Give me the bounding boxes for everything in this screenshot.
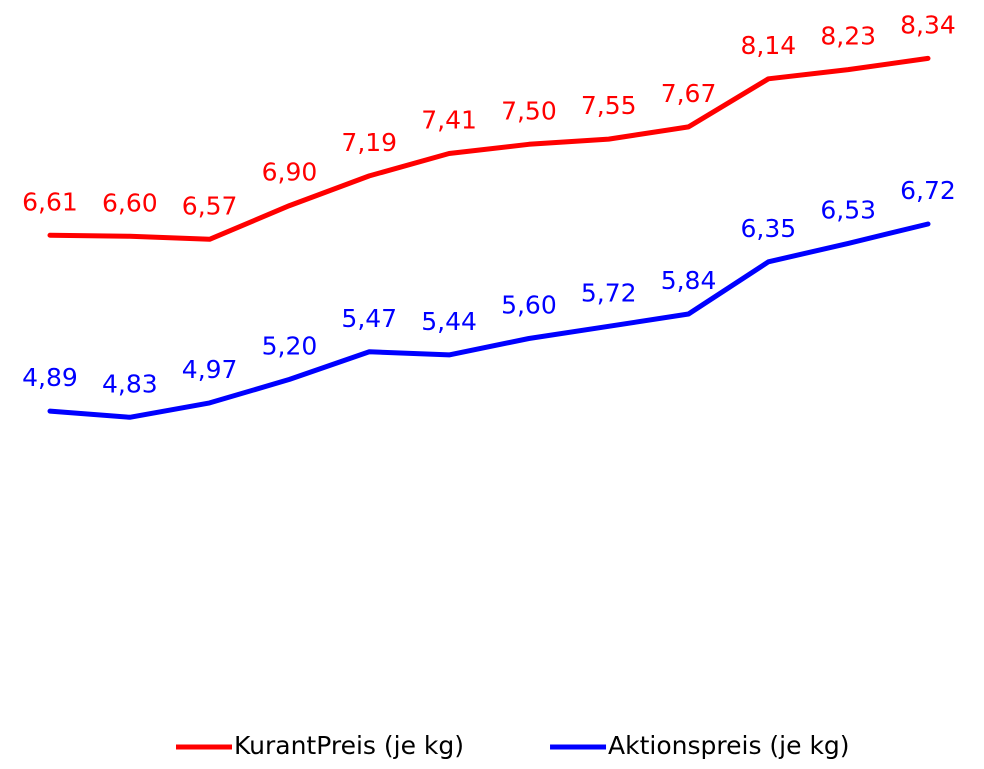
data-label: 6,61: [22, 187, 78, 216]
data-label: 6,72: [900, 176, 956, 205]
legend-label: Aktionspreis (je kg): [608, 731, 850, 760]
data-label: 7,41: [421, 105, 477, 134]
data-label: 7,19: [341, 128, 397, 157]
data-label: 8,14: [741, 31, 797, 60]
data-label: 4,97: [182, 355, 238, 384]
data-label: 5,47: [341, 304, 397, 333]
data-label: 6,57: [182, 191, 238, 220]
data-label: 6,90: [262, 158, 318, 187]
data-label: 5,84: [661, 266, 717, 295]
data-label: 4,89: [22, 363, 78, 392]
data-label: 6,60: [102, 188, 158, 217]
data-label: 7,50: [501, 96, 557, 125]
series-line: [47, 55, 931, 242]
series-line: [47, 221, 931, 420]
legend-label: KurantPreis (je kg): [234, 731, 464, 760]
data-label: 6,35: [741, 214, 797, 243]
data-label: 4,83: [102, 369, 158, 398]
data-label: 5,72: [581, 278, 637, 307]
data-label: 5,20: [262, 331, 318, 360]
data-label: 7,67: [661, 79, 717, 108]
data-label: 5,60: [501, 291, 557, 320]
data-label: 8,23: [820, 22, 876, 51]
data-label: 6,53: [820, 195, 876, 224]
data-label: 5,44: [421, 307, 477, 336]
data-label: 7,55: [581, 91, 637, 120]
data-label: 8,34: [900, 10, 956, 39]
